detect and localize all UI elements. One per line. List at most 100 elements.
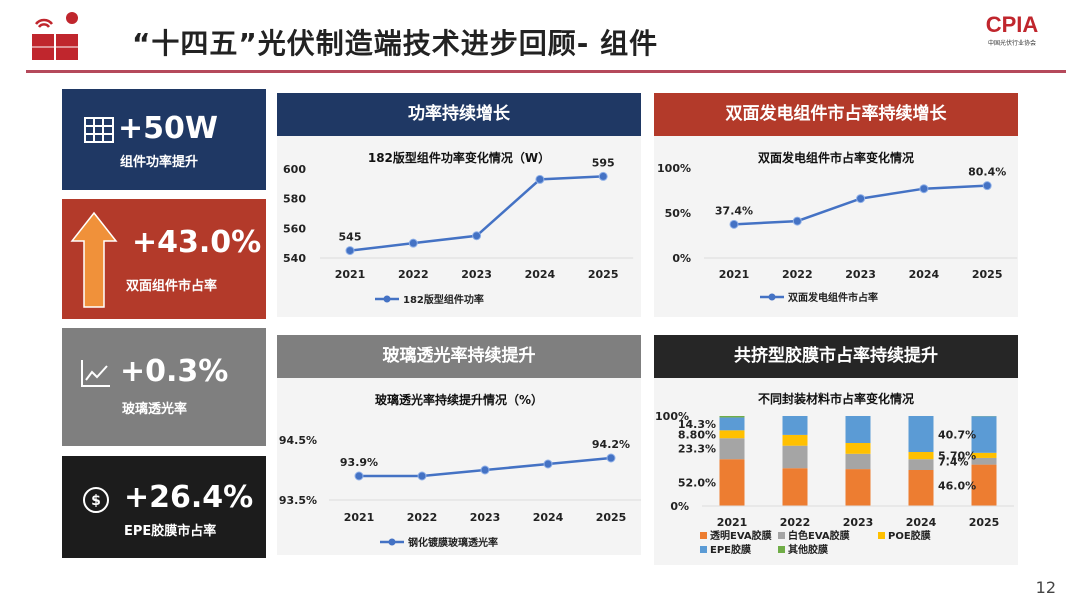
chart-title: 玻璃透光率持续提升情况（%）: [374, 393, 544, 407]
panel-header: 功率持续增长: [277, 93, 641, 136]
data-point: [729, 219, 739, 229]
x-tick-label: 2021: [719, 268, 750, 281]
x-tick-label: 2022: [782, 268, 813, 281]
stat-value: +50W: [118, 111, 218, 146]
header-icon: [28, 10, 84, 65]
legend-marker: [383, 295, 391, 303]
x-tick-label: 2023: [843, 516, 874, 529]
data-label: 7.4%: [938, 455, 969, 468]
legend-swatch: [700, 532, 707, 539]
stacked-bar-segment: [971, 416, 997, 453]
legend-swatch: [778, 546, 785, 553]
y-tick-label: 0%: [670, 500, 689, 513]
stacked-bar-segment: [719, 438, 745, 460]
x-tick-label: 2021: [717, 516, 748, 529]
data-point: [543, 459, 553, 469]
data-point: [598, 171, 608, 181]
data-label: 37.4%: [715, 204, 753, 217]
x-tick-label: 2024: [909, 268, 940, 281]
y-tick-label: 0%: [672, 252, 691, 265]
legend-swatch: [878, 532, 885, 539]
chart-title: 双面发电组件市占率变化情况: [757, 151, 914, 165]
stacked-bar-segment: [782, 445, 808, 469]
data-point: [408, 238, 418, 248]
data-point: [417, 471, 427, 481]
x-tick-label: 2021: [335, 268, 366, 281]
data-label: 93.9%: [340, 456, 378, 469]
stacked-bar-segment: [845, 469, 871, 506]
legend-label: 182版型组件功率: [403, 293, 484, 306]
x-tick-label: 2024: [525, 268, 556, 281]
data-point: [919, 184, 929, 194]
stat-label: 玻璃透光率: [122, 402, 188, 417]
stacked-bar-segment: [908, 459, 934, 470]
legend-label: EPE胶膜: [710, 543, 751, 556]
stat-value: +43.0%: [132, 225, 262, 260]
up-arrow-icon: [70, 211, 118, 308]
x-tick-label: 2025: [972, 268, 1003, 281]
legend-label: 透明EVA胶膜: [710, 529, 772, 542]
stacked-bar-segment: [908, 452, 934, 460]
stat-value: +0.3%: [120, 354, 229, 389]
stat-value: +26.4%: [124, 480, 254, 515]
x-tick-label: 2025: [588, 268, 619, 281]
x-tick-label: 2023: [470, 511, 501, 524]
stacked-bar-segment: [845, 443, 871, 454]
panel-header: 双面发电组件市占率持续增长: [654, 93, 1018, 136]
x-tick-label: 2023: [845, 268, 876, 281]
chart-title: 不同封装材料市占率变化情况: [757, 392, 914, 406]
stacked-bar-segment: [782, 434, 808, 446]
data-label: 23.3%: [678, 443, 716, 456]
legend-label: 白色EVA胶膜: [788, 529, 850, 542]
stat-card-bifacial: +43.0% 双面组件市占率: [62, 199, 266, 319]
stacked-bar-segment: [719, 416, 745, 418]
legend-label: 钢化镀膜玻璃透光率: [408, 536, 498, 549]
legend-label: 双面发电组件市占率: [788, 291, 878, 304]
data-point: [535, 174, 545, 184]
data-label: 545: [339, 231, 362, 244]
data-point: [606, 453, 616, 463]
data-point: [856, 194, 866, 204]
panel-bifacial: 双面发电组件市占率持续增长双面发电组件市占率变化情况: [654, 93, 1018, 317]
y-tick-label: 540: [283, 252, 306, 265]
solar-panel-icon: [32, 12, 78, 60]
title-divider: [26, 70, 1066, 73]
stacked-bar-segment: [845, 453, 871, 470]
y-tick-label: 94.5%: [279, 434, 317, 447]
x-tick-label: 2024: [906, 516, 937, 529]
x-tick-label: 2021: [344, 511, 375, 524]
y-tick-label: 100%: [655, 410, 689, 423]
data-label: 52.0%: [678, 477, 716, 490]
cpia-logo: CPIA 中国光伏行业协会: [985, 12, 1039, 47]
data-label: 40.7%: [938, 428, 976, 441]
stat-label: 组件功率提升: [120, 155, 199, 170]
stacked-bar-segment: [908, 416, 934, 452]
x-tick-label: 2022: [407, 511, 438, 524]
stacked-bar-segment: [719, 459, 745, 506]
data-point: [792, 216, 802, 226]
chart-title: 182版型组件功率变化情况（W）: [367, 151, 551, 165]
data-label: 14.3%: [678, 418, 716, 431]
data-label: 5.70%: [938, 449, 976, 462]
data-point: [345, 246, 355, 256]
panel-encapsulant: 共挤型胶膜市占率持续提升 不同封装材料市占率变化情况: [654, 335, 1018, 565]
y-tick-label: 93.5%: [279, 494, 317, 507]
stat-card-epe: $ +26.4% EPE胶膜市占率: [62, 456, 266, 558]
grid-panel-icon: [84, 117, 114, 143]
stacked-bar-segment: [845, 416, 871, 443]
series-line: [733, 184, 988, 226]
y-tick-label: 580: [283, 193, 306, 206]
page-title: “十四五”光伏制造端技术进步回顾- 组件: [132, 27, 659, 60]
stat-card-power: +50W 组件功率提升: [62, 89, 266, 190]
data-label: 8.80%: [678, 428, 716, 441]
legend-label: 其他胶膜: [788, 543, 828, 556]
panel-glass: 玻璃透光率持续提升 玻璃透光率持续提升情况（%）: [277, 335, 641, 555]
y-tick-label: 50%: [665, 207, 691, 220]
legend-swatch: [778, 532, 785, 539]
stacked-bar-segment: [782, 416, 808, 435]
x-tick-label: 2022: [398, 268, 429, 281]
stacked-bar-segment: [719, 417, 745, 431]
data-point: [354, 471, 364, 481]
data-label: 80.4%: [968, 166, 1006, 179]
stacked-bar-segment: [782, 468, 808, 506]
